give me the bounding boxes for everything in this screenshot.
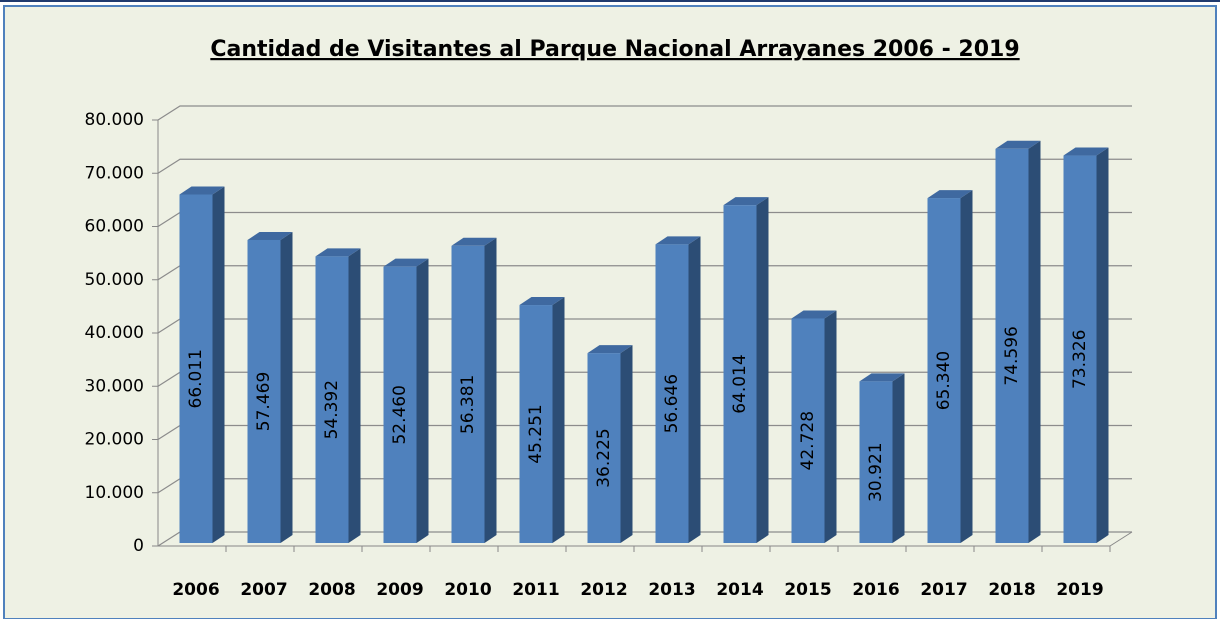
x-tick-label: 2006: [172, 580, 219, 600]
bar-top: [1063, 147, 1109, 156]
bar-top: [315, 248, 361, 257]
value-label: 42.728: [798, 411, 818, 470]
bar-top: [519, 297, 565, 306]
bar: [451, 245, 485, 543]
bar: [723, 205, 757, 544]
bar-side: [280, 231, 293, 543]
x-tick-label: 2010: [444, 580, 491, 600]
value-label: 64.014: [730, 354, 750, 413]
bar-side: [416, 258, 429, 543]
value-label: 52.460: [390, 385, 410, 444]
x-tick-label: 2008: [308, 580, 355, 600]
y-tick-label: 40.000: [85, 323, 144, 343]
bar-top: [927, 190, 973, 199]
bar-top: [587, 345, 633, 354]
bar: [519, 305, 553, 543]
value-label: 65.340: [934, 351, 954, 410]
bar: [655, 244, 689, 543]
x-tick-label: 2014: [716, 580, 763, 600]
value-label: 57.469: [254, 372, 274, 431]
value-label: 66.011: [186, 349, 206, 408]
bar: [383, 266, 417, 543]
bar: [315, 256, 349, 543]
bar: [927, 198, 961, 543]
y-tick-label: 20.000: [85, 430, 144, 450]
bar-side: [824, 310, 837, 543]
y-tick-label: 70.000: [85, 163, 144, 183]
bar-side: [484, 237, 497, 543]
bar-side: [212, 186, 225, 543]
x-tick-label: 2013: [648, 580, 695, 600]
value-label: 45.251: [526, 404, 546, 463]
bar-side: [552, 297, 565, 543]
x-tick-label: 2017: [920, 580, 967, 600]
grid-line: [157, 158, 1132, 174]
bar-top: [451, 237, 497, 246]
bar: [791, 318, 825, 543]
value-label: 56.646: [662, 374, 682, 433]
bar-side: [892, 373, 905, 543]
x-tick-label: 2019: [1056, 580, 1103, 600]
value-label: 30.921: [866, 442, 886, 501]
bar-side: [620, 345, 633, 543]
bar: [247, 239, 281, 543]
value-label: 56.381: [458, 375, 478, 434]
bar-side: [756, 197, 769, 544]
bar-top: [859, 373, 905, 382]
y-tick-label: 60.000: [85, 217, 144, 237]
value-label: 74.596: [1002, 326, 1022, 385]
bar: [587, 353, 621, 543]
x-tick-label: 2011: [512, 580, 559, 600]
x-tick-label: 2009: [376, 580, 423, 600]
bar-top: [247, 231, 293, 240]
x-tick-label: 2015: [784, 580, 831, 600]
bar: [995, 148, 1029, 543]
x-tick-label: 2016: [852, 580, 899, 600]
bar-side: [1096, 147, 1109, 543]
x-tick-label: 2012: [580, 580, 627, 600]
value-label: 54.392: [322, 380, 342, 439]
bar-top: [791, 310, 837, 319]
floor-right: [1109, 531, 1133, 547]
bar-top: [179, 186, 225, 195]
bar-top: [995, 140, 1041, 149]
bar-side: [960, 190, 973, 543]
bar: [859, 381, 893, 543]
bar-side: [1028, 140, 1041, 543]
chart-title: Cantidad de Visitantes al Parque Naciona…: [210, 37, 1019, 62]
bar-side: [688, 236, 701, 543]
x-tick-label: 2007: [240, 580, 287, 600]
y-tick-label: 0: [133, 536, 144, 556]
grid-line: [157, 105, 1132, 121]
bar: [179, 194, 213, 543]
bar-top: [723, 197, 769, 206]
bar-top: [383, 258, 429, 267]
y-tick-label: 80.000: [85, 110, 144, 130]
value-label: 36.225: [594, 428, 614, 487]
value-label: 73.326: [1070, 330, 1090, 389]
y-tick-label: 30.000: [85, 376, 144, 396]
bar-side: [348, 248, 361, 543]
bar-top: [655, 236, 701, 245]
x-tick-label: 2018: [988, 580, 1035, 600]
bar: [1063, 155, 1097, 543]
y-tick-label: 50.000: [85, 270, 144, 290]
y-tick-label: 10.000: [85, 483, 144, 503]
